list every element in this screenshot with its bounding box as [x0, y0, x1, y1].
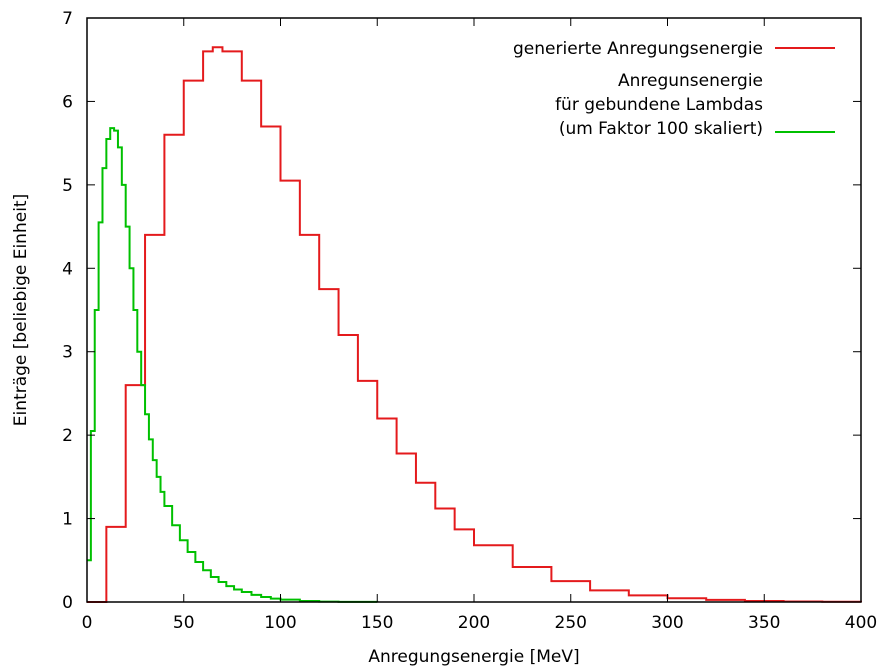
x-tick-label: 150	[361, 613, 393, 633]
y-tick-label: 5	[62, 176, 73, 196]
x-tick-label: 50	[173, 613, 195, 633]
legend: generierte Anregungsenergie Anregunsenerg…	[513, 39, 835, 139]
x-tick-label: 200	[458, 613, 490, 633]
x-tick-label: 400	[845, 613, 877, 633]
legend-label-bound-lambdas: Anregunsenergie für gebundene Lambdas (um …	[555, 71, 763, 139]
x-tick-label: 0	[82, 613, 93, 633]
series-line-bound-lambdas	[87, 127, 379, 603]
x-tick-label: 300	[651, 613, 683, 633]
tick-labels: 0 50 100 150 200 250 300 350 400 0 1 2 3 4 5 6 7	[62, 9, 877, 633]
y-tick-label: 4	[62, 259, 73, 279]
axis-ticks	[86, 17, 862, 603]
x-tick-label: 350	[748, 613, 780, 633]
y-tick-label: 2	[62, 426, 73, 446]
y-tick-label: 1	[62, 510, 73, 530]
legend-label-generated: generierte Anregungsenergie	[513, 39, 763, 59]
x-tick-label: 100	[264, 613, 296, 633]
y-axis-label: Einträge [beliebige Einheit]	[11, 194, 31, 426]
x-tick-label: 250	[555, 613, 587, 633]
y-tick-label: 7	[62, 9, 73, 29]
y-tick-label: 6	[62, 92, 73, 112]
y-tick-label: 0	[62, 593, 73, 613]
x-axis-label: Anregungsenergie [MeV]	[368, 647, 579, 667]
plot-frame	[86, 17, 862, 603]
y-tick-label: 3	[62, 343, 73, 363]
